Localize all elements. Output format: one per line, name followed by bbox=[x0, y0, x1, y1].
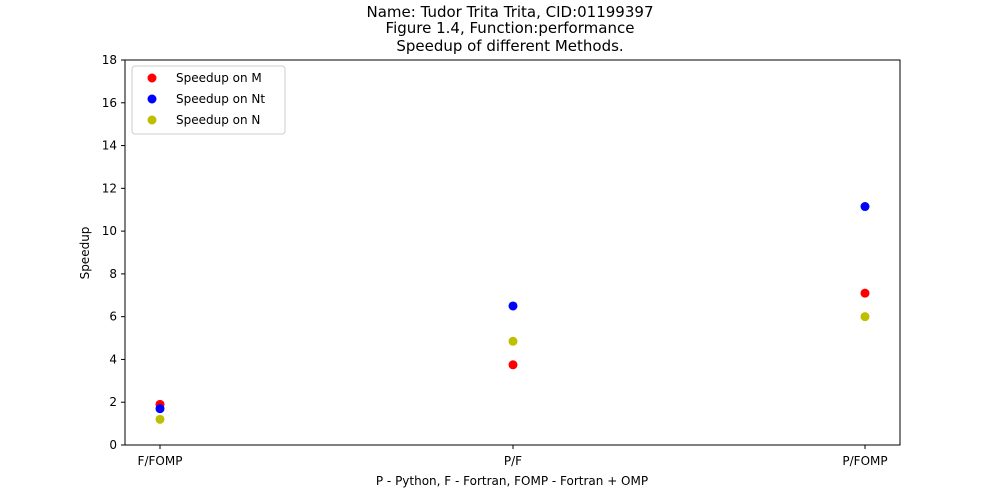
y-axis-label: Speedup bbox=[78, 227, 92, 280]
legend-box bbox=[131, 65, 286, 135]
data-point bbox=[155, 414, 165, 424]
legend-marker bbox=[147, 115, 157, 125]
y-axis: 0 2 4 6 8 10 12 14 16 18 bbox=[102, 53, 125, 452]
legend-label: Speedup on Nt bbox=[176, 92, 265, 106]
legend-label: Speedup on N bbox=[176, 113, 260, 127]
chart-title: Name: Tudor Trita Trita, CID:01199397 Fi… bbox=[367, 3, 654, 55]
data-point bbox=[508, 301, 518, 311]
title-line-3: Speedup of different Methods. bbox=[396, 37, 623, 55]
x-tick-label: P/F bbox=[504, 454, 522, 468]
data-point bbox=[860, 312, 870, 322]
y-tick-label: 4 bbox=[109, 352, 117, 366]
title-line-1: Name: Tudor Trita Trita, CID:01199397 bbox=[367, 3, 654, 21]
data-point bbox=[860, 202, 870, 212]
y-tick-label: 16 bbox=[102, 96, 117, 110]
data-point bbox=[860, 288, 870, 298]
legend-marker bbox=[147, 73, 157, 83]
x-tick-label: F/FOMP bbox=[138, 454, 183, 468]
y-tick-label: 6 bbox=[109, 310, 117, 324]
data-point bbox=[508, 336, 518, 346]
y-tick-label: 0 bbox=[109, 438, 117, 452]
data-point bbox=[508, 360, 518, 370]
legend: Speedup on M Speedup on Nt Speedup on N bbox=[131, 65, 286, 135]
y-tick-label: 10 bbox=[102, 224, 117, 238]
y-tick-label: 2 bbox=[109, 395, 117, 409]
x-tick-label: P/FOMP bbox=[842, 454, 887, 468]
y-tick-label: 18 bbox=[102, 53, 117, 67]
title-line-2: Figure 1.4, Function:performance bbox=[386, 19, 635, 37]
x-axis: F/FOMP P/F P/FOMP bbox=[138, 445, 888, 468]
data-points bbox=[155, 202, 870, 424]
y-tick-label: 14 bbox=[102, 139, 117, 153]
legend-marker bbox=[147, 94, 157, 104]
legend-label: Speedup on M bbox=[176, 71, 262, 85]
y-tick-label: 12 bbox=[102, 181, 117, 195]
data-point bbox=[155, 404, 165, 414]
x-axis-label: P - Python, F - Fortran, FOMP - Fortran … bbox=[376, 474, 648, 488]
y-tick-label: 8 bbox=[109, 267, 117, 281]
